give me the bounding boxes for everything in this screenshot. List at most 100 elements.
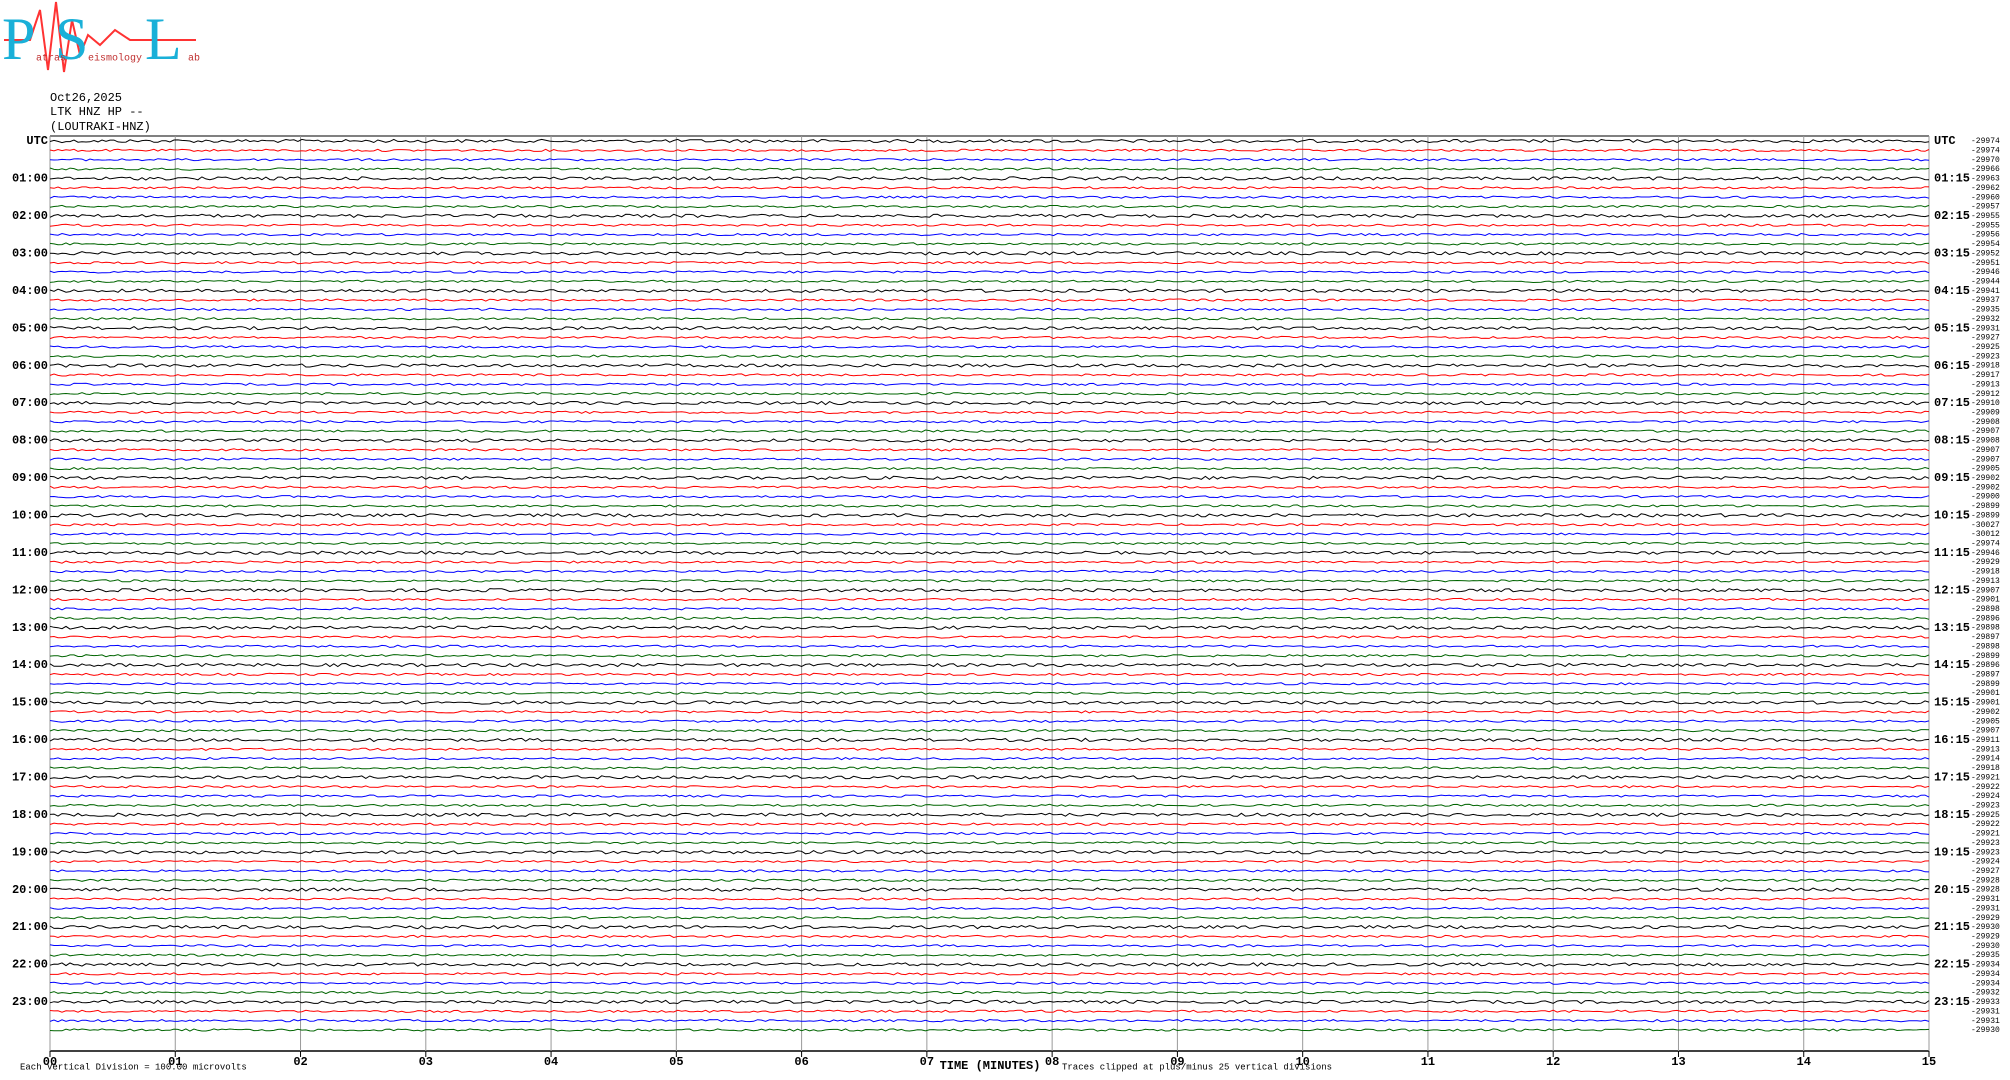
trace bbox=[50, 972, 1930, 976]
offset-label: -29974 bbox=[1971, 146, 2000, 155]
left-time-label: 05:00 bbox=[12, 321, 48, 335]
trace bbox=[49, 766, 1930, 770]
trace bbox=[49, 532, 1930, 536]
trace bbox=[49, 270, 1930, 274]
trace bbox=[49, 756, 1930, 761]
offset-label: -29913 bbox=[1971, 380, 2000, 389]
trace bbox=[49, 1018, 1930, 1023]
offset-label: -29905 bbox=[1971, 717, 2000, 726]
trace bbox=[49, 186, 1930, 190]
offset-label: -29963 bbox=[1971, 175, 2000, 184]
trace bbox=[49, 523, 1930, 527]
offset-label: -29908 bbox=[1971, 418, 2000, 427]
offset-label: -29927 bbox=[1971, 334, 2000, 343]
trace bbox=[49, 999, 1930, 1005]
offset-label: -29907 bbox=[1971, 727, 2000, 736]
offset-label: -29899 bbox=[1971, 652, 2000, 661]
trace bbox=[49, 307, 1930, 312]
offset-label: -29907 bbox=[1971, 446, 2000, 455]
offset-label: -29955 bbox=[1971, 212, 2000, 221]
x-tick-label: 05 bbox=[669, 1055, 683, 1069]
offset-label: -29921 bbox=[1971, 830, 2000, 839]
trace bbox=[49, 607, 1930, 611]
right-time-label: 01:15 bbox=[1934, 172, 1970, 186]
trace bbox=[49, 466, 1930, 471]
offset-label: -29952 bbox=[1971, 249, 2000, 258]
right-time-label: 23:15 bbox=[1934, 995, 1970, 1009]
header-station: LTK HNZ HP -- bbox=[50, 105, 144, 119]
trace bbox=[49, 906, 1930, 910]
trace bbox=[49, 812, 1930, 818]
trace bbox=[49, 550, 1930, 555]
trace bbox=[49, 803, 1930, 808]
offset-label: -29901 bbox=[1971, 699, 2000, 708]
right-time-label: 14:15 bbox=[1934, 658, 1970, 672]
trace bbox=[49, 232, 1930, 237]
offset-label: -29935 bbox=[1971, 306, 2000, 315]
right-time-label: 18:15 bbox=[1934, 808, 1970, 822]
trace bbox=[49, 588, 1930, 593]
left-time-label: 19:00 bbox=[12, 845, 48, 859]
offset-label: -29913 bbox=[1971, 745, 2000, 754]
offset-label: -29960 bbox=[1971, 193, 2000, 202]
trace bbox=[49, 457, 1930, 461]
logo-word: eismology bbox=[88, 53, 142, 65]
right-time-label: 11:15 bbox=[1934, 546, 1970, 560]
right-time-label: 13:15 bbox=[1934, 621, 1970, 635]
trace bbox=[49, 569, 1930, 574]
offset-label: -29931 bbox=[1971, 1007, 2000, 1016]
trace bbox=[49, 794, 1930, 798]
trace bbox=[49, 625, 1930, 630]
trace bbox=[49, 204, 1930, 209]
trace bbox=[49, 317, 1930, 321]
x-tick-label: 04 bbox=[544, 1055, 558, 1069]
x-tick-label: 15 bbox=[1922, 1055, 1936, 1069]
offset-label: -29896 bbox=[1971, 661, 2000, 670]
x-tick-label: 06 bbox=[794, 1055, 808, 1069]
right-time-label: 09:15 bbox=[1934, 471, 1970, 485]
offset-label: -29912 bbox=[1971, 390, 2000, 399]
left-time-label: UTC bbox=[26, 134, 48, 148]
trace bbox=[49, 672, 1930, 677]
offset-label: -29934 bbox=[1971, 979, 2000, 988]
offset-label: -29928 bbox=[1971, 886, 2000, 895]
trace bbox=[49, 513, 1930, 518]
offset-label: -29913 bbox=[1971, 577, 2000, 586]
offset-label: -29956 bbox=[1971, 231, 2000, 240]
trace bbox=[49, 494, 1930, 499]
right-time-label: 05:15 bbox=[1934, 321, 1970, 335]
offset-label: -29910 bbox=[1971, 399, 2000, 408]
offset-label: -29946 bbox=[1971, 549, 2000, 558]
offset-label: -29899 bbox=[1971, 680, 2000, 689]
trace bbox=[49, 504, 1930, 508]
x-tick-label: 12 bbox=[1546, 1055, 1560, 1069]
offset-label: -29918 bbox=[1971, 568, 2000, 577]
offset-label: -29921 bbox=[1971, 773, 2000, 782]
left-time-label: 13:00 bbox=[12, 621, 48, 635]
offset-label: -29924 bbox=[1971, 858, 2000, 867]
trace bbox=[49, 878, 1930, 882]
offset-label: -29946 bbox=[1971, 268, 2000, 277]
trace bbox=[49, 148, 1930, 153]
left-time-label: 03:00 bbox=[12, 246, 48, 260]
x-tick-label: 11 bbox=[1421, 1055, 1435, 1069]
offset-label: -29901 bbox=[1971, 596, 2000, 605]
right-time-label: 20:15 bbox=[1934, 883, 1970, 897]
trace bbox=[49, 700, 1930, 705]
trace bbox=[49, 924, 1930, 930]
right-time-label: 08:15 bbox=[1934, 434, 1970, 448]
offset-label: -29925 bbox=[1971, 343, 2000, 352]
right-time-label: 06:15 bbox=[1934, 359, 1970, 373]
offset-label: -29922 bbox=[1971, 820, 2000, 829]
offset-label: -30027 bbox=[1971, 521, 2000, 530]
trace bbox=[49, 354, 1930, 358]
trace bbox=[49, 475, 1930, 481]
offset-label: -29954 bbox=[1971, 240, 2000, 249]
trace bbox=[49, 363, 1930, 368]
offset-label: -29907 bbox=[1971, 586, 2000, 595]
left-time-label: 23:00 bbox=[12, 995, 48, 1009]
left-time-label: 14:00 bbox=[12, 658, 48, 672]
trace bbox=[49, 654, 1930, 658]
right-time-label: 02:15 bbox=[1934, 209, 1970, 223]
offset-label: -29930 bbox=[1971, 923, 2000, 932]
